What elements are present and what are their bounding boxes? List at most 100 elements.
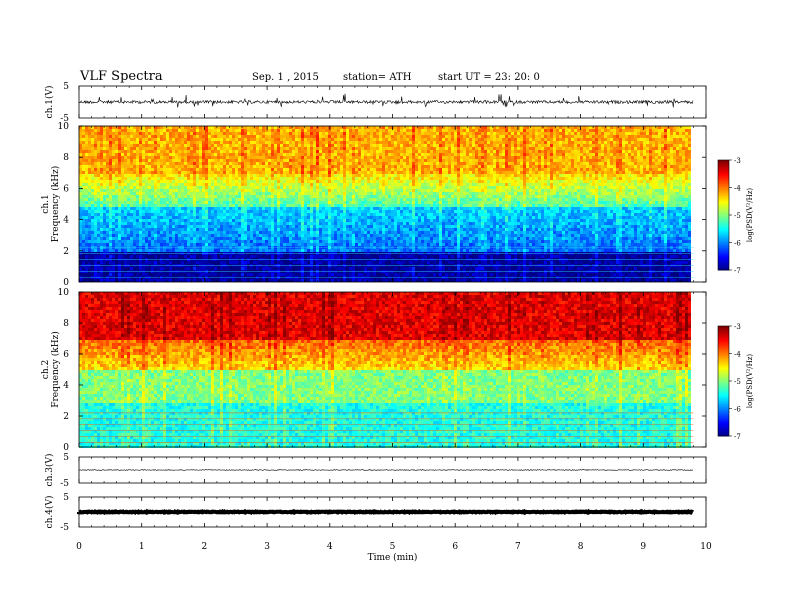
ch2-colorbar-segment <box>718 430 729 433</box>
x-tick-label: 2 <box>202 542 208 552</box>
ch1-colorbar-segment <box>718 237 729 240</box>
ch2-colorbar-segment <box>718 432 729 435</box>
ch2-colorbar-segment <box>718 386 729 389</box>
ch2-colorbar-tick-label: -7 <box>734 433 741 441</box>
ch2-colorbar-tick-label: -4 <box>734 351 741 359</box>
ch1-colorbar-segment <box>718 193 729 196</box>
ch1-ytick-label: 8 <box>63 153 69 163</box>
ch2-colorbar-segment <box>718 373 729 376</box>
ch1-colorbar-segment <box>718 207 729 210</box>
ch1-colorbar-segment <box>718 165 729 168</box>
ch2-colorbar-segment <box>718 346 729 349</box>
x-tick-label: 3 <box>264 542 270 552</box>
ch1-colorbar-segment <box>718 204 729 207</box>
ch2-colorbar-segment <box>718 370 729 373</box>
ch1-colorbar-segment <box>718 182 729 185</box>
ch2-colorbar-segment <box>718 390 729 393</box>
ch1-ytick-label: -5 <box>60 114 69 124</box>
ch1-ylabel: ch.1(V) <box>44 86 55 119</box>
ch1-colorbar-segment <box>718 161 729 165</box>
ch4-waveform-line <box>77 508 695 516</box>
ch1-colorbar-segment <box>718 262 729 265</box>
ch1-colorbar-label: log(PSD(V²/Hz) <box>746 188 754 243</box>
ch2-colorbar-segment <box>718 368 729 371</box>
ch1-colorbar-segment <box>718 198 729 201</box>
ch2-colorbar-segment <box>718 388 729 391</box>
x-tick-label: 0 <box>76 542 82 552</box>
ch2-colorbar-segment <box>718 384 729 387</box>
ch1-colorbar-segment <box>718 183 729 187</box>
ch1-colorbar-segment <box>718 218 729 221</box>
start-time-label: start UT = 23: 20: 0 <box>438 72 540 83</box>
ch2-colorbar-tick-label: -5 <box>734 378 741 386</box>
ch2-ytick-label: 6 <box>63 350 69 360</box>
ch2-colorbar-segment <box>718 326 729 329</box>
ch1-colorbar-segment <box>718 251 729 254</box>
ch2-ytick-label: 0 <box>63 443 69 453</box>
ch2-colorbar-segment <box>718 329 729 332</box>
ch2-colorbar-segment <box>718 349 729 353</box>
ch2-colorbar-segment <box>718 414 729 417</box>
ch1-colorbar-segment <box>718 238 729 242</box>
ch2-colorbar-segment <box>718 360 729 364</box>
ch4-ytick-label: -5 <box>60 523 69 533</box>
ch1-colorbar-segment <box>718 211 729 214</box>
ch1-colorbar-segment <box>718 259 729 262</box>
ch1-colorbar-tick-label: -4 <box>734 185 741 193</box>
ch2-colorbar-segment <box>718 392 729 395</box>
ch1-colorbar-segment <box>718 246 729 249</box>
ch2-colorbar-segment <box>718 337 729 340</box>
ch1-colorbar-segment <box>718 163 729 166</box>
ch2-colorbar-segment <box>718 403 729 406</box>
ch1-colorbar-segment <box>718 222 729 225</box>
ch2-heatmap <box>79 292 691 448</box>
ch2-colorbar-segment <box>718 364 729 367</box>
ch1-waveform-line <box>78 93 694 108</box>
ch1-ytick-label: 2 <box>63 247 69 257</box>
ch1-colorbar-segment <box>718 171 729 174</box>
x-tick-label: 7 <box>515 542 521 552</box>
ch1-ytick-label: 10 <box>58 122 70 132</box>
ch1-colorbar-segment <box>718 213 729 216</box>
ch2-colorbar-segment <box>718 348 729 351</box>
ch2-ytick-label: 10 <box>58 288 70 298</box>
figure-title: VLF Spectra <box>80 69 163 84</box>
ch3-ytick-label: 5 <box>63 453 69 463</box>
ch1-colorbar-segment <box>718 216 729 220</box>
ch2-colorbar-segment <box>718 362 729 365</box>
ch2-colorbar-segment <box>718 379 729 382</box>
ch2-colorbar-segment <box>718 428 729 431</box>
x-tick-label: 6 <box>452 542 458 552</box>
ch2-colorbar-segment <box>718 412 729 415</box>
ch2-colorbar-segment <box>718 331 729 334</box>
ch1-colorbar-segment <box>718 200 729 203</box>
ch1-colorbar-segment <box>718 209 729 212</box>
ch2-colorbar-segment <box>718 335 729 338</box>
ch2-colorbar-segment <box>718 351 729 354</box>
ch2-colorbar-segment <box>718 406 729 409</box>
ch1-colorbar-segment <box>718 266 729 269</box>
ch2-colorbar-segment <box>718 333 729 336</box>
ch2-colorbar-segment <box>718 410 729 413</box>
ch1-ylabel-freq: Frequency (kHz) <box>50 166 61 243</box>
ch2-colorbar-segment <box>718 327 729 331</box>
ch1-ytick-label: 4 <box>63 216 69 226</box>
ch2-colorbar-segment <box>718 359 729 362</box>
ch2-ytick-label: 8 <box>63 319 69 329</box>
ch2-colorbar-segment <box>718 377 729 380</box>
ch2-colorbar-tick-label: -3 <box>734 323 741 331</box>
ch3-ylabel: ch.3(V) <box>44 454 55 487</box>
ch1-colorbar-segment <box>718 257 729 260</box>
x-tick-label: 5 <box>390 542 396 552</box>
ch2-colorbar-segment <box>718 395 729 398</box>
ch1-colorbar-segment <box>718 202 729 205</box>
ch1-colorbar-segment <box>718 205 729 209</box>
ch1-colorbar-segment <box>718 249 729 253</box>
ch1-colorbar-segment <box>718 194 729 198</box>
ch2-colorbar-segment <box>718 426 729 430</box>
ch2-ylabel-freq: Frequency (kHz) <box>50 331 61 408</box>
ch2-colorbar-segment <box>718 425 729 428</box>
ch2-colorbar-segment <box>718 338 729 342</box>
ch2-colorbar-segment <box>718 401 729 404</box>
